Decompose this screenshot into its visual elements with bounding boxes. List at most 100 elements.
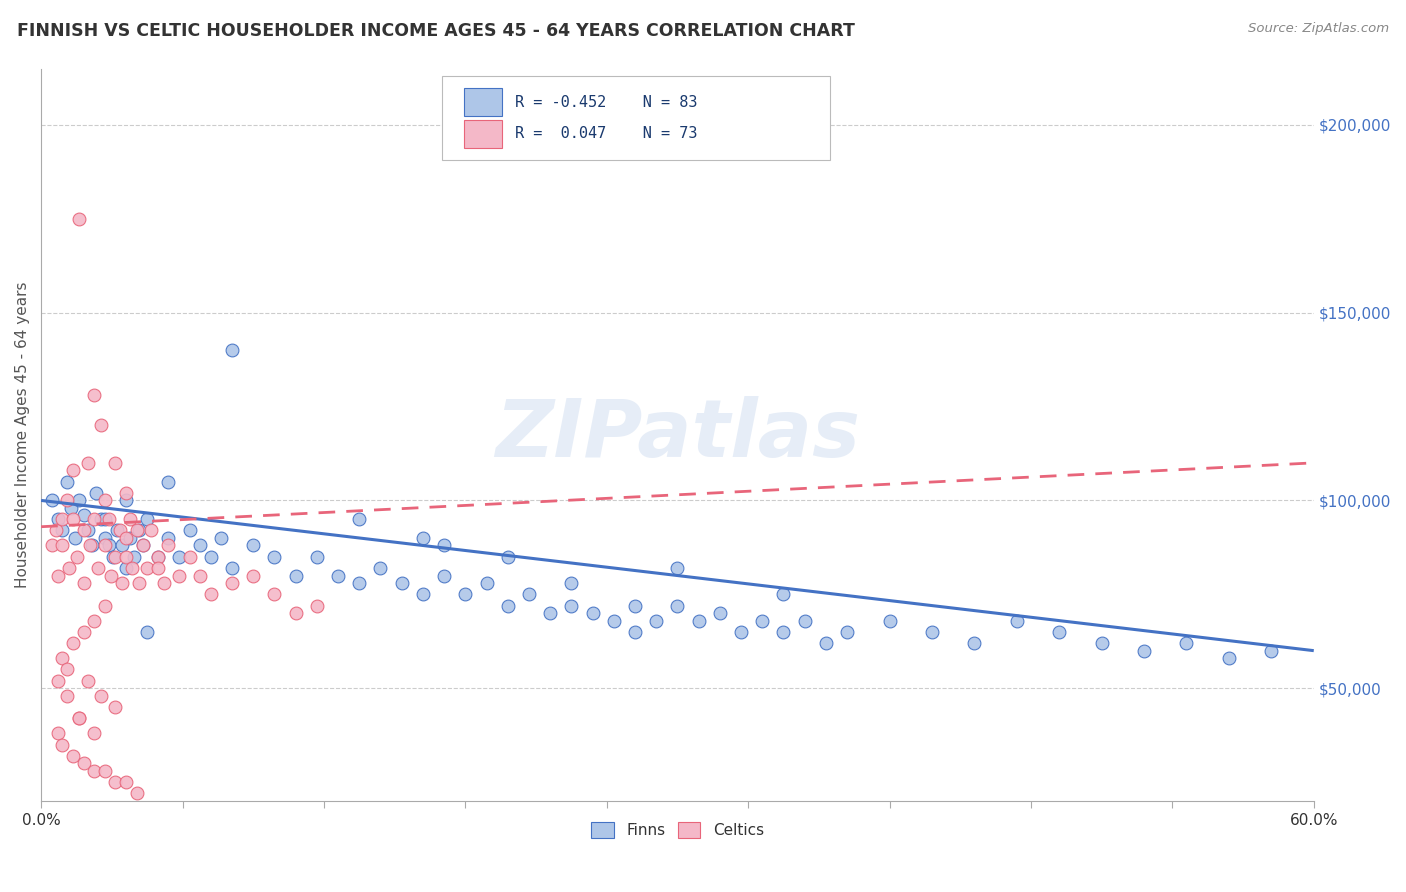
Point [157,475,180,489]
Text: R =  0.047    N = 73: R = 0.047 N = 73 [515,126,697,141]
Point [1005,614,1028,628]
Point [963,636,986,650]
Point [136,624,159,639]
Point [72,576,94,591]
Point [412,531,434,545]
Point [560,599,582,613]
Point [89,512,111,526]
Point [121,561,143,575]
Point [51,539,73,553]
Point [179,524,201,538]
Point [167,568,190,582]
Point [83,764,105,778]
Point [93,539,115,553]
Point [454,587,477,601]
Point [538,606,561,620]
Point [132,539,155,553]
Point [242,539,264,553]
Point [688,614,710,628]
Point [51,738,73,752]
Point [496,599,519,613]
Point [157,531,180,545]
Point [107,524,129,538]
Point [83,512,105,526]
Point [814,636,837,650]
Point [221,576,243,591]
Text: FINNISH VS CELTIC HOUSEHOLDER INCOME AGES 45 - 64 YEARS CORRELATION CHART: FINNISH VS CELTIC HOUSEHOLDER INCOME AGE… [17,22,855,40]
Point [89,418,111,433]
Point [391,576,413,591]
Point [1260,643,1282,657]
Point [62,636,84,650]
Bar [464,88,502,116]
Point [45,524,67,538]
Point [125,786,148,800]
Point [87,561,110,575]
Point [55,662,77,676]
Point [136,512,159,526]
Point [104,456,127,470]
Point [284,568,307,582]
Point [46,512,69,526]
Point [751,614,773,628]
Point [188,568,211,582]
Point [89,689,111,703]
Point [79,539,101,553]
Point [67,211,90,226]
Point [115,486,138,500]
Point [66,549,89,564]
Point [146,549,169,564]
Point [103,549,125,564]
Point [603,614,626,628]
Point [179,549,201,564]
Point [326,568,349,582]
Point [581,606,603,620]
Point [209,531,232,545]
Text: Source: ZipAtlas.com: Source: ZipAtlas.com [1249,22,1389,36]
Y-axis label: Householder Income Ages 45 - 64 years: Householder Income Ages 45 - 64 years [15,282,30,588]
Point [370,561,392,575]
Point [1133,643,1156,657]
Point [200,549,222,564]
Point [305,599,328,613]
Point [496,549,519,564]
Point [83,614,105,628]
Point [167,549,190,564]
Point [100,568,122,582]
Point [624,599,647,613]
Point [772,587,794,601]
Point [62,748,84,763]
Point [72,756,94,771]
Point [51,524,73,538]
Point [104,700,127,714]
Point [46,568,69,582]
Point [146,549,169,564]
Point [111,539,134,553]
Point [115,561,138,575]
Point [111,576,134,591]
Point [76,524,98,538]
Point [433,539,456,553]
FancyBboxPatch shape [441,76,830,160]
Point [115,493,138,508]
Point [666,599,689,613]
Point [132,539,155,553]
Point [115,531,138,545]
Point [62,463,84,477]
Point [475,576,498,591]
Point [76,673,98,688]
Point [157,539,180,553]
Point [115,549,138,564]
Bar [464,120,502,147]
Text: R = -0.452    N = 83: R = -0.452 N = 83 [515,95,697,110]
Point [645,614,668,628]
Point [284,606,307,620]
Point [136,561,159,575]
Point [128,524,150,538]
Point [58,561,80,575]
Point [46,673,69,688]
Point [141,524,163,538]
Point [51,512,73,526]
Point [263,587,285,601]
Point [120,512,142,526]
